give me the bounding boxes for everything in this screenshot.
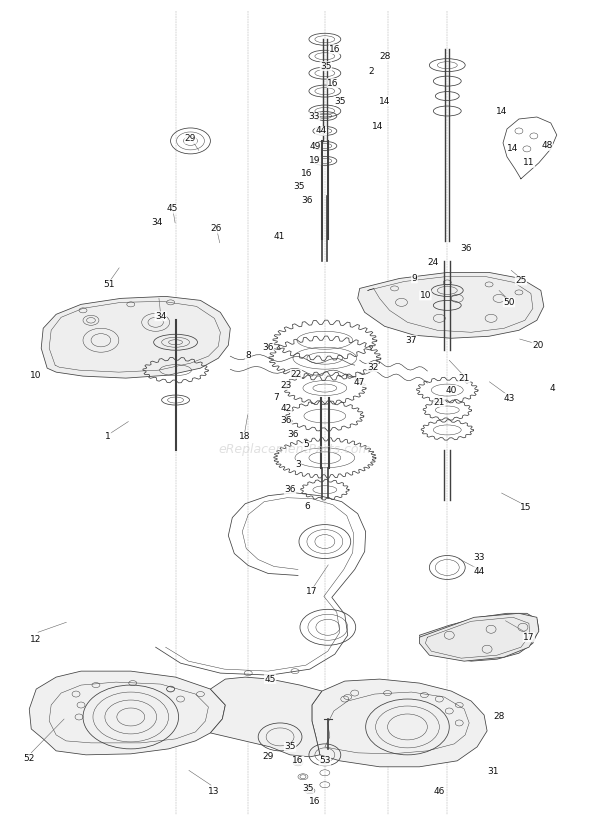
- Text: 20: 20: [532, 341, 543, 349]
- Text: 44: 44: [315, 126, 326, 135]
- Text: 10: 10: [30, 371, 41, 380]
- Text: 16: 16: [329, 45, 340, 54]
- Text: 1: 1: [105, 433, 111, 441]
- Text: 36: 36: [280, 416, 292, 425]
- Text: 45: 45: [167, 204, 178, 213]
- Text: 28: 28: [493, 713, 504, 721]
- Text: 17: 17: [306, 587, 317, 596]
- Text: 45: 45: [264, 675, 276, 684]
- Text: 36: 36: [301, 197, 313, 205]
- Text: 36: 36: [263, 343, 274, 352]
- Text: 18: 18: [238, 433, 250, 441]
- Text: 7: 7: [273, 392, 279, 401]
- Text: 21: 21: [458, 373, 470, 382]
- Text: 19: 19: [309, 156, 320, 165]
- Text: 52: 52: [24, 754, 35, 763]
- Text: 36: 36: [287, 430, 299, 439]
- Text: 16: 16: [301, 169, 313, 178]
- Text: 44: 44: [474, 567, 485, 576]
- Text: 8: 8: [245, 351, 251, 359]
- Text: 24: 24: [428, 258, 439, 267]
- Text: 6: 6: [304, 502, 310, 511]
- Text: 21: 21: [434, 397, 445, 406]
- Text: 5: 5: [303, 440, 309, 449]
- Text: 48: 48: [541, 141, 552, 150]
- Text: 35: 35: [334, 97, 346, 106]
- Text: 34: 34: [151, 218, 162, 227]
- Text: 36: 36: [460, 244, 472, 253]
- Text: 46: 46: [434, 787, 445, 796]
- Text: 41: 41: [273, 232, 285, 241]
- Text: 37: 37: [406, 335, 417, 344]
- Text: 33: 33: [473, 553, 485, 562]
- Text: 10: 10: [419, 291, 431, 300]
- Text: 11: 11: [523, 159, 535, 168]
- Text: 35: 35: [293, 183, 304, 192]
- Text: 14: 14: [372, 122, 384, 131]
- Text: 51: 51: [103, 280, 114, 289]
- Text: 9: 9: [412, 274, 417, 283]
- Text: 16: 16: [309, 797, 320, 806]
- Text: 34: 34: [155, 312, 166, 320]
- Text: eReplacementParts.com: eReplacementParts.com: [219, 444, 371, 457]
- Text: 14: 14: [507, 145, 519, 154]
- Text: 2: 2: [369, 67, 375, 76]
- Text: 3: 3: [295, 460, 301, 469]
- Text: 26: 26: [211, 224, 222, 233]
- Text: 14: 14: [379, 97, 390, 106]
- Polygon shape: [211, 677, 322, 757]
- Text: 23: 23: [280, 381, 291, 390]
- Text: 32: 32: [367, 363, 378, 372]
- Text: 35: 35: [302, 784, 314, 793]
- Polygon shape: [312, 679, 487, 767]
- Polygon shape: [41, 297, 230, 378]
- Text: 28: 28: [379, 52, 390, 60]
- Text: 29: 29: [185, 135, 196, 144]
- Text: 13: 13: [208, 787, 219, 796]
- Text: 22: 22: [290, 369, 301, 378]
- Text: 53: 53: [319, 757, 330, 766]
- Text: 49: 49: [309, 142, 320, 151]
- Polygon shape: [419, 614, 539, 661]
- Text: 25: 25: [515, 276, 527, 285]
- Text: 16: 16: [327, 78, 339, 88]
- Text: 17: 17: [523, 633, 535, 642]
- Text: 15: 15: [520, 503, 532, 512]
- Text: 42: 42: [280, 404, 291, 412]
- Text: 14: 14: [496, 107, 508, 116]
- Polygon shape: [358, 273, 544, 339]
- Polygon shape: [30, 672, 225, 755]
- Polygon shape: [419, 614, 539, 661]
- Text: 43: 43: [503, 393, 514, 402]
- Text: 4: 4: [550, 383, 556, 392]
- Text: 16: 16: [292, 757, 304, 766]
- Text: 40: 40: [445, 386, 457, 395]
- Text: 35: 35: [284, 743, 296, 752]
- Text: 47: 47: [354, 377, 365, 387]
- Text: 33: 33: [308, 112, 320, 121]
- Text: 29: 29: [263, 752, 274, 762]
- Text: 12: 12: [30, 634, 41, 643]
- Text: 36: 36: [284, 485, 296, 494]
- Text: 35: 35: [320, 62, 332, 71]
- Text: 31: 31: [487, 767, 499, 776]
- Text: 50: 50: [503, 298, 514, 307]
